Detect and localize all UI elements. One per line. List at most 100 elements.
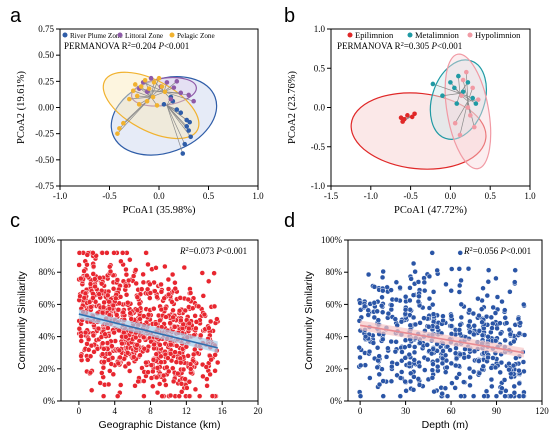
data-point — [471, 323, 478, 329]
data-point — [116, 347, 123, 354]
data-point — [130, 88, 136, 94]
data-point — [516, 380, 523, 387]
legend-marker — [467, 32, 473, 38]
data-point — [365, 312, 372, 318]
legend-label: River Plume Zone — [70, 32, 123, 40]
data-point — [157, 317, 163, 324]
data-point — [190, 305, 196, 312]
data-point — [485, 267, 492, 273]
data-point — [192, 386, 199, 393]
panel-d: 0 30 60 90 120 0% 20% 40% 60% 80% 100% Depth (m) Com… — [284, 210, 549, 431]
data-point — [454, 375, 460, 381]
data-point — [170, 378, 177, 385]
data-point — [172, 279, 178, 286]
data-point — [162, 263, 168, 270]
data-point — [102, 331, 108, 337]
fit-line — [359, 324, 524, 354]
data-point — [452, 85, 457, 91]
data-point — [117, 382, 124, 388]
legend-label: Metalimnion — [415, 30, 460, 40]
data-point — [485, 354, 491, 361]
data-point — [416, 293, 422, 300]
data-point — [98, 280, 105, 287]
data-point — [492, 337, 499, 344]
data-point — [440, 348, 446, 354]
data-point — [99, 351, 106, 357]
data-point — [159, 393, 165, 399]
y-tick-label: -1.0 — [311, 181, 326, 191]
points-layer — [76, 250, 221, 399]
data-point — [84, 252, 91, 258]
data-point — [134, 342, 140, 348]
y-axis-label: PCoA2 (23.76%) — [287, 71, 298, 144]
data-point — [502, 314, 508, 321]
data-point — [97, 275, 103, 281]
data-point — [398, 318, 405, 325]
data-point — [410, 260, 417, 267]
data-point — [379, 274, 386, 281]
y-tick-label: 20% — [326, 364, 343, 374]
data-point — [365, 271, 372, 278]
data-point — [105, 292, 111, 299]
data-point — [506, 326, 513, 333]
data-point — [406, 343, 413, 349]
data-point — [507, 331, 514, 338]
data-point — [378, 302, 385, 309]
data-point — [380, 336, 386, 343]
data-point — [415, 376, 422, 382]
data-point — [426, 273, 433, 280]
data-point — [444, 364, 450, 371]
data-point — [508, 393, 514, 399]
data-point — [170, 365, 176, 371]
data-point — [91, 349, 97, 355]
spider-line — [465, 72, 469, 102]
x-tick-label: 4 — [112, 406, 117, 416]
data-point — [167, 392, 174, 399]
data-point — [365, 307, 371, 314]
data-point — [123, 292, 130, 298]
data-point — [470, 369, 477, 375]
panel-letter: c — [10, 210, 20, 232]
data-point — [132, 383, 138, 389]
data-point — [520, 393, 527, 399]
data-point — [108, 361, 115, 367]
data-point — [371, 314, 378, 321]
data-point — [412, 321, 419, 328]
data-point — [494, 294, 501, 300]
data-point — [393, 339, 399, 345]
data-point — [465, 105, 471, 110]
data-point — [379, 294, 385, 300]
data-point — [106, 305, 113, 312]
data-point — [171, 85, 177, 90]
data-point — [385, 310, 392, 317]
data-point — [84, 272, 90, 279]
data-point — [144, 286, 151, 293]
data-point — [425, 356, 431, 363]
y-tick-label: 0.25 — [38, 76, 54, 86]
data-point — [521, 332, 528, 338]
data-point — [453, 355, 460, 362]
data-point — [430, 311, 437, 317]
data-point — [88, 304, 94, 310]
data-point — [399, 349, 405, 355]
data-point — [374, 308, 380, 315]
data-point — [456, 327, 463, 333]
data-point — [424, 342, 430, 348]
x-tick-label: 0.0 — [445, 191, 457, 201]
data-point — [176, 307, 183, 314]
data-point — [150, 357, 157, 363]
data-point — [411, 357, 418, 363]
data-point — [502, 307, 508, 313]
data-point — [457, 250, 463, 256]
data-point — [186, 325, 192, 332]
data-point — [521, 301, 527, 308]
data-point — [90, 263, 97, 270]
data-point — [431, 388, 437, 395]
spider-line — [454, 101, 469, 124]
data-point — [458, 277, 464, 284]
data-point — [124, 350, 131, 356]
data-point — [156, 75, 162, 81]
data-point — [134, 294, 141, 300]
data-point — [476, 358, 482, 364]
data-point — [158, 359, 164, 365]
